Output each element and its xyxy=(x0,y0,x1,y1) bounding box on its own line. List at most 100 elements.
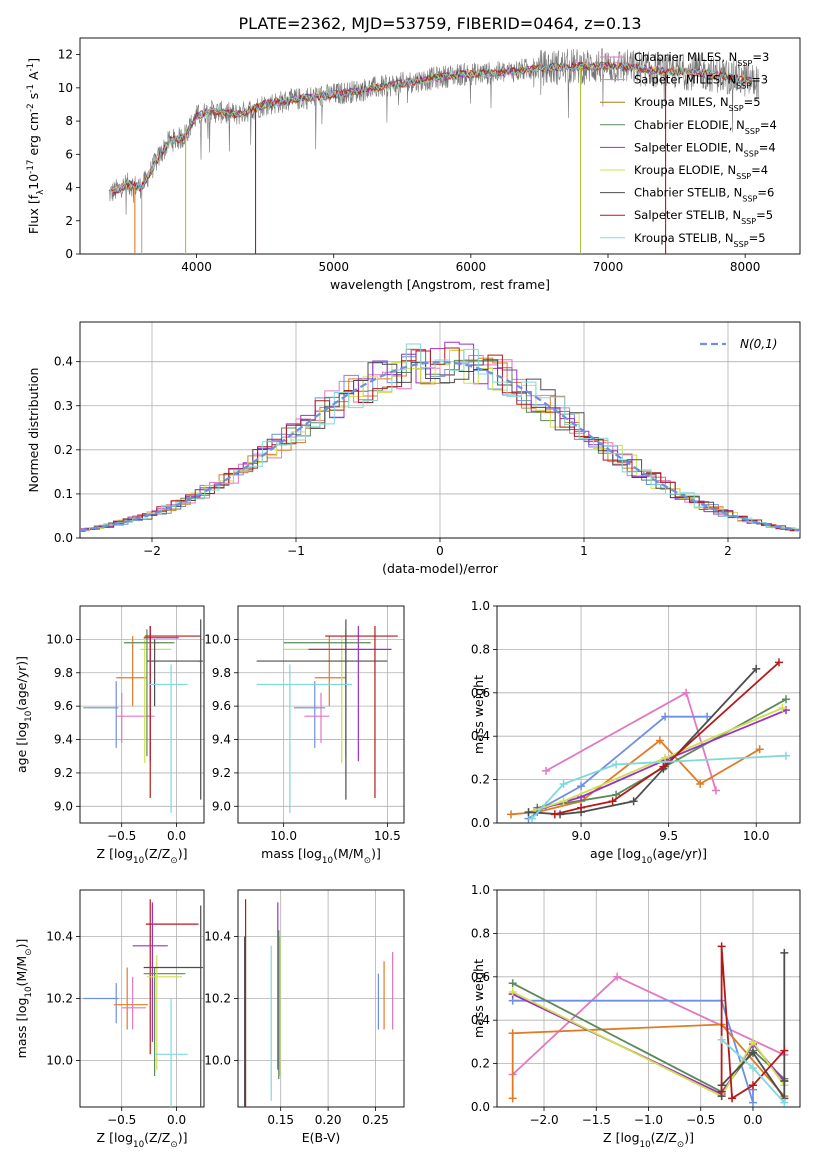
legend-entry: N(0,1) xyxy=(740,337,777,351)
legend-entry: Salpeter STELIB, NSSP=5 xyxy=(634,208,773,226)
y-tick-label: 0.8 xyxy=(471,642,490,656)
weight-marker xyxy=(748,1063,757,1072)
weight-line xyxy=(511,1023,785,1099)
x-tick-label: 9.5 xyxy=(659,829,678,843)
x-tick-label: −1 xyxy=(287,544,305,558)
weight-marker xyxy=(661,753,670,762)
weight-marker xyxy=(508,987,517,996)
y-tick-label: 10.2 xyxy=(204,992,231,1006)
y-tick-label: 9.2 xyxy=(54,766,73,780)
y-tick-label: 9.2 xyxy=(212,766,231,780)
weight-marker xyxy=(748,1081,757,1090)
y-axis-label: mass weight xyxy=(471,675,486,754)
weight-marker xyxy=(559,779,568,788)
y-tick-label: 12 xyxy=(58,48,73,62)
weight-marker xyxy=(703,712,712,721)
y-tick-label: 0.3 xyxy=(54,399,73,413)
plot-area xyxy=(83,899,203,1107)
x-axis-label: Z [log10(Z/Z⊙)] xyxy=(603,1130,694,1150)
weight-marker xyxy=(629,797,638,806)
figure-title: PLATE=2362, MJD=53759, FIBERID=0464, z=0… xyxy=(238,14,641,33)
y-tick-label: 9.0 xyxy=(212,799,231,813)
y-axis-label: mass weight xyxy=(471,959,486,1038)
weight-marker xyxy=(507,810,516,819)
weight-marker xyxy=(655,736,664,745)
weight-marker xyxy=(550,810,559,819)
model-spectrum-line xyxy=(111,60,752,194)
axes-frame xyxy=(496,889,801,1108)
y-tick-label: 4 xyxy=(65,181,73,195)
y-tick-label: 10.0 xyxy=(46,1054,73,1068)
x-tick-label: 0.0 xyxy=(167,829,186,843)
weight-marker xyxy=(752,664,761,673)
plot-area xyxy=(80,341,800,533)
axes-frame xyxy=(496,605,801,824)
y-tick-label: 0.6 xyxy=(471,970,490,984)
x-tick-label: 0.25 xyxy=(362,1113,389,1127)
weight-marker xyxy=(781,695,790,704)
y-tick-label: 10.0 xyxy=(204,1054,231,1068)
model-spectrum-line xyxy=(111,61,752,192)
plot-area xyxy=(256,619,398,813)
y-tick-label: 0.0 xyxy=(54,531,73,545)
axes-frame xyxy=(79,889,205,1108)
spectrum-panel: 4000 5000 6000 7000 8000 0 2 4 6 8 10 12 wavelength … xyxy=(26,37,801,292)
residual-histogram xyxy=(80,349,800,533)
x-tick-label: 6000 xyxy=(456,260,487,274)
y-tick-label: 0.0 xyxy=(471,1100,490,1114)
y-tick-label: 0.2 xyxy=(54,443,73,457)
weight-marker xyxy=(577,803,586,812)
y-axis-label: Flux [fλ10-17 erg cm-2 s-1 A-1] xyxy=(26,58,46,234)
y-tick-label: 8 xyxy=(65,114,73,128)
y-tick-label: 0.1 xyxy=(54,487,73,501)
weight-marker xyxy=(613,972,622,981)
weight-marker xyxy=(659,762,668,771)
age-vs-mass-panel: 10.0 10.5 9.0 9.2 9.4 9.6 9.8 10.0 mass [log10(M… xyxy=(204,605,405,866)
y-axis-label: Normed distribution xyxy=(26,368,41,493)
weight-marker xyxy=(612,760,621,769)
y-tick-label: 1.0 xyxy=(471,883,490,897)
x-tick-label: 10.0 xyxy=(743,829,770,843)
y-tick-label: 9.6 xyxy=(212,699,231,713)
x-axis-label: Z [log10(Z/Z⊙)] xyxy=(97,1130,188,1150)
x-tick-label: 0.20 xyxy=(315,1113,342,1127)
legend-entry: Salpeter ELODIE, NSSP=4 xyxy=(634,140,776,158)
y-tick-label: 1.0 xyxy=(471,599,490,613)
weight-marker xyxy=(748,1037,757,1046)
weight-marker xyxy=(748,1098,757,1107)
weight-marker xyxy=(780,1098,789,1107)
legend-entry: Chabrier ELODIE, NSSP=4 xyxy=(634,118,777,136)
y-axis-label: mass [log10(M/M⊙)] xyxy=(14,939,34,1059)
weight-marker xyxy=(608,797,617,806)
legend-entry: Chabrier STELIB, NSSP=6 xyxy=(634,186,774,204)
mass-vs-ebv-panel: 0.15 0.20 0.25 10.0 10.2 10.4 E(B-V) xyxy=(204,889,405,1145)
x-tick-label: 10.5 xyxy=(374,829,401,843)
weight-marker xyxy=(711,786,720,795)
x-axis-label: E(B-V) xyxy=(302,1130,341,1145)
weight-marker xyxy=(778,703,787,712)
weight-marker xyxy=(717,1087,726,1096)
legend-entry: Kroupa MILES, NSSP=5 xyxy=(634,95,761,113)
plot-area xyxy=(507,658,790,823)
weight-marker xyxy=(780,1076,789,1085)
y-tick-label: 0.0 xyxy=(471,816,490,830)
weight-line xyxy=(510,739,761,816)
legend-entry: Kroupa STELIB, NSSP=5 xyxy=(634,231,766,249)
x-tick-label: 0.15 xyxy=(267,1113,294,1127)
x-tick-label: 0.0 xyxy=(167,1113,186,1127)
weight-marker xyxy=(508,1094,517,1103)
x-tick-label: 2 xyxy=(724,544,732,558)
age-vs-metallicity-panel: −0.5 0.0 9.0 9.2 9.4 9.6 9.8 10.0 Z [log10(Z/Z⊙)… xyxy=(14,605,205,866)
x-axis-label: (data-model)/error xyxy=(382,561,499,576)
weight-vs-metallicity-panel: −2.0 −1.5 −1.0 −0.5 0.0 0.0 0.2 0.4 0.6 0.8 1.0 Z [… xyxy=(471,883,801,1150)
axes-frame xyxy=(79,321,801,539)
residuals-panel: −2 −1 0 1 2 0.0 0.1 0.2 0.3 0.4 (data-model)/error… xyxy=(26,321,801,576)
axes-frame xyxy=(79,37,801,255)
y-tick-label: 6 xyxy=(65,147,73,161)
x-tick-label: −0.5 xyxy=(107,829,136,843)
x-tick-label: −0.5 xyxy=(686,1113,715,1127)
weight-marker xyxy=(696,779,705,788)
weight-marker xyxy=(748,1048,757,1057)
weight-marker xyxy=(577,782,586,791)
